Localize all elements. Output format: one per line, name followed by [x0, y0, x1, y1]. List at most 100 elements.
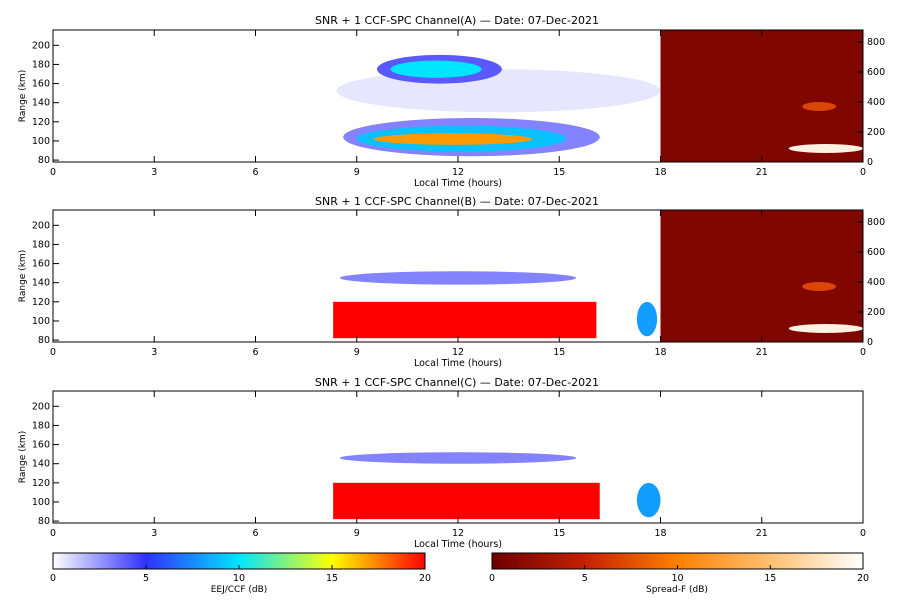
- colorbar-eej: 0 5 10 15 20 EEJ/CCF (dB): [50, 552, 431, 595]
- y-tick-label: 200: [32, 40, 50, 51]
- y-tick-label: 100: [32, 497, 50, 508]
- x-tick-label: 15: [553, 347, 565, 358]
- panel-a-axes: 0 3 6 9 12 15 18 21 0801001201401601802000200400…: [32, 30, 885, 178]
- y-tick-label: 140: [32, 98, 50, 109]
- y-tick-label: 180: [32, 59, 50, 70]
- x-tick-label: 9: [354, 167, 360, 178]
- y-tick-label: 120: [32, 478, 50, 489]
- y-tick-label: 100: [32, 136, 50, 147]
- x-tick-label: 9: [354, 528, 360, 539]
- x-tick-label: 21: [756, 347, 768, 358]
- y-tick-label: 140: [32, 459, 50, 470]
- x-tick-label: 18: [654, 528, 666, 539]
- panel-b: SNR + 1 CCF-SPC Channel(B) — Date: 07-De…: [18, 195, 885, 369]
- colorbar-tick-label: 10: [233, 573, 245, 584]
- panel-a-y-label: Range (km): [18, 70, 28, 122]
- y-tick-label: 160: [32, 440, 50, 451]
- x-tick-label: 3: [151, 167, 157, 178]
- x-tick-label: 12: [452, 528, 464, 539]
- y-tick-label: 200: [32, 401, 50, 412]
- x-tick-label: 3: [151, 528, 157, 539]
- y-tick-label: 160: [32, 259, 50, 270]
- x-tick-label: 18: [654, 347, 666, 358]
- panel-c: SNR + 1 CCF-SPC Channel(C) — Date: 07-De…: [18, 376, 866, 550]
- panel-b-echo-region-1: [339, 271, 577, 285]
- panel-a-title: SNR + 1 CCF-SPC Channel(A) — Date: 07-De…: [315, 14, 599, 27]
- colorbar-spread-f-label: Spread-F (dB): [646, 585, 708, 595]
- x-tick-label: 6: [252, 167, 258, 178]
- panel-b-echo-region-0: [333, 301, 597, 339]
- y-tick-label: 180: [32, 239, 50, 250]
- x-tick-label: 0: [50, 167, 56, 178]
- x-tick-label: 6: [252, 528, 258, 539]
- panel-b-echo-region-5: [802, 282, 836, 291]
- colorbar-tick-label: 10: [671, 573, 683, 584]
- y-tick-label: 80: [38, 516, 50, 527]
- x-tick-label: 9: [354, 347, 360, 358]
- panel-b-plot: [333, 210, 863, 342]
- panel-c-plot: [333, 452, 661, 520]
- y-tick-label: 180: [32, 420, 50, 431]
- right-y-tick-label: 600: [867, 247, 885, 258]
- y-tick-label: 160: [32, 79, 50, 90]
- x-tick-label: 12: [452, 167, 464, 178]
- x-tick-label: 15: [553, 528, 565, 539]
- colorbar-tick-label: 20: [857, 573, 869, 584]
- right-y-tick-label: 400: [867, 277, 885, 288]
- colorbar-tick-label: 5: [582, 573, 588, 584]
- y-tick-label: 100: [32, 316, 50, 327]
- colorbar-eej-ticks: 0 5 10 15 20: [50, 565, 431, 584]
- panel-c-x-label: Local Time (hours): [414, 539, 502, 550]
- colorbar-tick-label: 5: [143, 573, 149, 584]
- x-tick-label: 0: [50, 528, 56, 539]
- panel-b-echo-region-2: [636, 301, 658, 337]
- x-tick-label: 0: [860, 528, 866, 539]
- x-tick-label: 6: [252, 347, 258, 358]
- panel-b-title: SNR + 1 CCF-SPC Channel(B) — Date: 07-De…: [315, 195, 599, 208]
- colorbar-tick-label: 0: [489, 573, 495, 584]
- x-tick-label: 21: [756, 167, 768, 178]
- y-tick-label: 200: [32, 220, 50, 231]
- colorbar-tick-label: 15: [764, 573, 776, 584]
- right-y-tick-label: 200: [867, 127, 885, 138]
- panel-b-echo-region-3: [660, 210, 863, 342]
- colorbar-tick-label: 0: [50, 573, 56, 584]
- panel-a-echo-region-8: [802, 102, 836, 111]
- panel-b-y-label: Range (km): [18, 250, 28, 302]
- panel-a-echo-region-5: [390, 60, 482, 78]
- y-tick-label: 80: [38, 335, 50, 346]
- right-y-tick-label: 800: [867, 37, 885, 48]
- panel-b-axes: 0 3 6 9 12 15 18 21 0801001201401601802000200400…: [32, 210, 885, 358]
- panel-a-plot: [336, 30, 863, 162]
- right-y-tick-label: 800: [867, 217, 885, 228]
- right-y-tick-label: 0: [867, 337, 873, 348]
- right-y-tick-label: 600: [867, 67, 885, 78]
- right-y-tick-label: 200: [867, 307, 885, 318]
- x-tick-label: 0: [860, 347, 866, 358]
- y-tick-label: 120: [32, 117, 50, 128]
- right-y-tick-label: 400: [867, 97, 885, 108]
- x-tick-label: 21: [756, 528, 768, 539]
- colorbar-spread-f-ticks: 0 5 10 15 20: [489, 565, 869, 584]
- panel-a-x-label: Local Time (hours): [414, 178, 502, 189]
- colorbar-spread-f: 0 5 10 15 20 Spread-F (dB): [489, 552, 869, 595]
- panel-a-echo-region-6: [660, 30, 863, 162]
- x-tick-label: 18: [654, 167, 666, 178]
- panel-a-echo-region-7: [788, 144, 863, 153]
- colorbar-eej-label: EEJ/CCF (dB): [211, 585, 268, 595]
- panel-c-title: SNR + 1 CCF-SPC Channel(C) — Date: 07-De…: [315, 376, 599, 389]
- x-tick-label: 15: [553, 167, 565, 178]
- x-tick-label: 0: [860, 167, 866, 178]
- colorbar-tick-label: 15: [326, 573, 338, 584]
- panel-c-y-label: Range (km): [18, 431, 28, 483]
- panel-c-echo-region-0: [333, 482, 600, 520]
- panel-c-echo-region-2: [636, 482, 661, 518]
- y-tick-label: 80: [38, 155, 50, 166]
- x-tick-label: 12: [452, 347, 464, 358]
- panel-a: SNR + 1 CCF-SPC Channel(A) — Date: 07-De…: [18, 14, 885, 189]
- panel-a-echo-region-3: [373, 133, 533, 145]
- panel-b-x-label: Local Time (hours): [414, 358, 502, 369]
- panel-b-echo-region-4: [788, 324, 863, 333]
